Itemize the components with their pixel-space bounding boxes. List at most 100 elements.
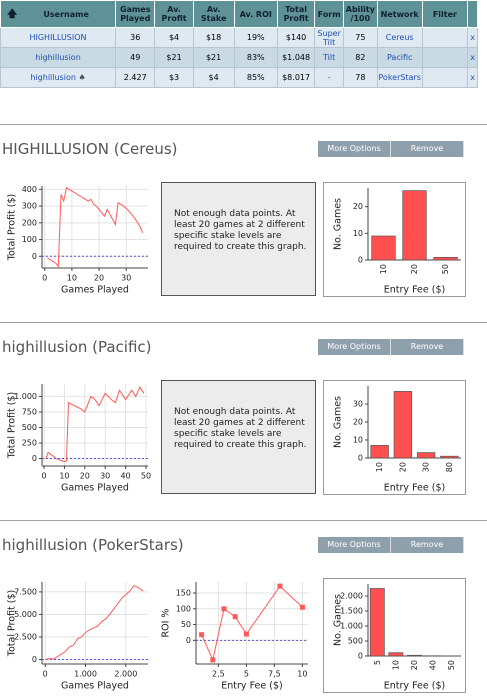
y-tick-label: 0	[32, 655, 37, 664]
cell: $4	[192, 67, 235, 88]
y-tick-label: 7.500	[14, 587, 37, 596]
column-header: Av. Profit	[154, 0, 194, 28]
cell[interactable]: highillusion	[0, 47, 117, 68]
cell: $3	[154, 67, 194, 88]
button[interactable]: More Options	[318, 537, 391, 553]
y-tick-label: 150	[176, 589, 191, 598]
fee-chart-frame	[323, 578, 466, 693]
x-tick-label: 20	[398, 462, 407, 472]
x-tick-label: 20	[80, 472, 90, 481]
y-tick-label: 100	[176, 604, 191, 613]
x-tick-label: 20	[410, 264, 419, 274]
x-tick-label: 2.000	[114, 670, 137, 679]
bar	[370, 445, 389, 459]
button[interactable]: Remove	[391, 537, 464, 553]
button[interactable]: More Options	[318, 339, 391, 355]
x-tick-label: 40	[429, 660, 438, 670]
bar	[440, 455, 459, 459]
column-header: Av. Stake	[192, 0, 235, 28]
profit-line	[201, 585, 303, 662]
stats-table: 🡅 Username Games Played Av. Profit Av. Stake…	[0, 0, 478, 88]
x-axis-label: Entry Fee ($)	[384, 285, 445, 296]
profit-line	[45, 584, 144, 660]
x-tick-label: 0	[43, 670, 48, 679]
filter-cell	[421, 47, 469, 68]
fee-chart-frame	[323, 380, 466, 495]
x-tick-label: 10	[379, 264, 388, 274]
bar	[369, 588, 385, 657]
x-tick-label: 30	[121, 274, 131, 283]
x-tick-label: 30	[100, 472, 110, 481]
y-tick-label: 0	[186, 636, 191, 645]
x-axis-label: Entry Fee ($)	[384, 483, 445, 494]
header-text: Av. ROI	[239, 9, 272, 19]
button[interactable]: More Options	[318, 141, 391, 157]
y-tick-label: 50	[181, 620, 191, 629]
bar	[371, 235, 396, 261]
y-tick-label: 0	[358, 652, 363, 661]
y-tick-label: 1.000	[340, 622, 363, 631]
cell: $21	[192, 47, 235, 68]
cell: $8.017	[276, 67, 316, 88]
y-axis-label: No. Games	[333, 396, 344, 448]
cell: -	[314, 67, 344, 88]
y-tick-label: 100	[22, 235, 37, 244]
y-tick-label: 750	[22, 407, 37, 416]
button-bar: More Options Remove	[318, 141, 464, 157]
column-header: Total Profit	[276, 0, 316, 28]
y-axis-label: Total Profit ($)	[7, 590, 18, 657]
button-bar: More Options Remove	[318, 339, 464, 355]
point	[199, 632, 205, 638]
column-header: Network	[376, 0, 423, 28]
cell[interactable]: HIGHILLUSION	[0, 27, 117, 48]
x-tick-label: 10	[67, 274, 77, 283]
cell: $4	[154, 27, 194, 48]
y-tick-label: 1.500	[340, 607, 363, 616]
y-tick-label: 0	[358, 454, 363, 463]
y-tick-label: 10	[353, 229, 363, 238]
header-text: Form	[317, 9, 341, 19]
button[interactable]: Remove	[391, 339, 464, 355]
y-tick-label: 500	[348, 637, 363, 646]
x-tick-label: 40	[120, 472, 130, 481]
x-axis-label: Games Played	[61, 681, 129, 692]
remove-filter[interactable]: x	[467, 67, 478, 88]
header-text: Network	[380, 9, 419, 19]
y-tick-label: 200	[22, 218, 37, 227]
bar	[433, 256, 458, 261]
y-axis-label: Total Profit ($)	[7, 194, 18, 261]
point	[232, 614, 238, 620]
column-header: 🡅 Username	[0, 0, 117, 28]
cell: 78	[342, 67, 378, 88]
header-text: Filter	[432, 9, 457, 19]
point	[277, 583, 283, 589]
header-text: Total Profit	[283, 5, 309, 23]
fee-chart-frame	[323, 182, 466, 297]
y-tick-label: 500	[22, 423, 37, 432]
column-header: Games Played	[115, 0, 156, 28]
header-text: Av. Stake	[200, 5, 227, 23]
section-title: highillusion (PokerStars)	[2, 536, 184, 554]
cell[interactable]: highillusion ♠	[0, 67, 117, 88]
cell: PokerStars	[376, 67, 423, 88]
x-tick-label: 10	[297, 670, 307, 679]
column-header: Form	[314, 0, 344, 28]
x-tick-label: 10	[391, 660, 400, 670]
y-tick-label: 2.000	[340, 592, 363, 601]
point	[299, 604, 305, 610]
y-axis-label: No. Games	[333, 198, 344, 250]
bar	[407, 654, 422, 657]
bar	[416, 452, 436, 459]
y-axis-label: ROI %	[161, 609, 172, 638]
button-bar: More Options Remove	[318, 537, 464, 553]
x-tick-label: 50	[447, 660, 456, 670]
y-tick-label: 30	[353, 400, 363, 409]
y-tick-label: 20	[353, 418, 363, 427]
y-tick-label: 20	[353, 202, 363, 211]
button[interactable]: Remove	[391, 141, 464, 157]
separator	[0, 124, 487, 125]
bar	[393, 391, 413, 459]
profit-line	[47, 186, 144, 268]
cell: $1.048	[276, 47, 316, 68]
x-tick-label: 2,5	[212, 670, 225, 679]
